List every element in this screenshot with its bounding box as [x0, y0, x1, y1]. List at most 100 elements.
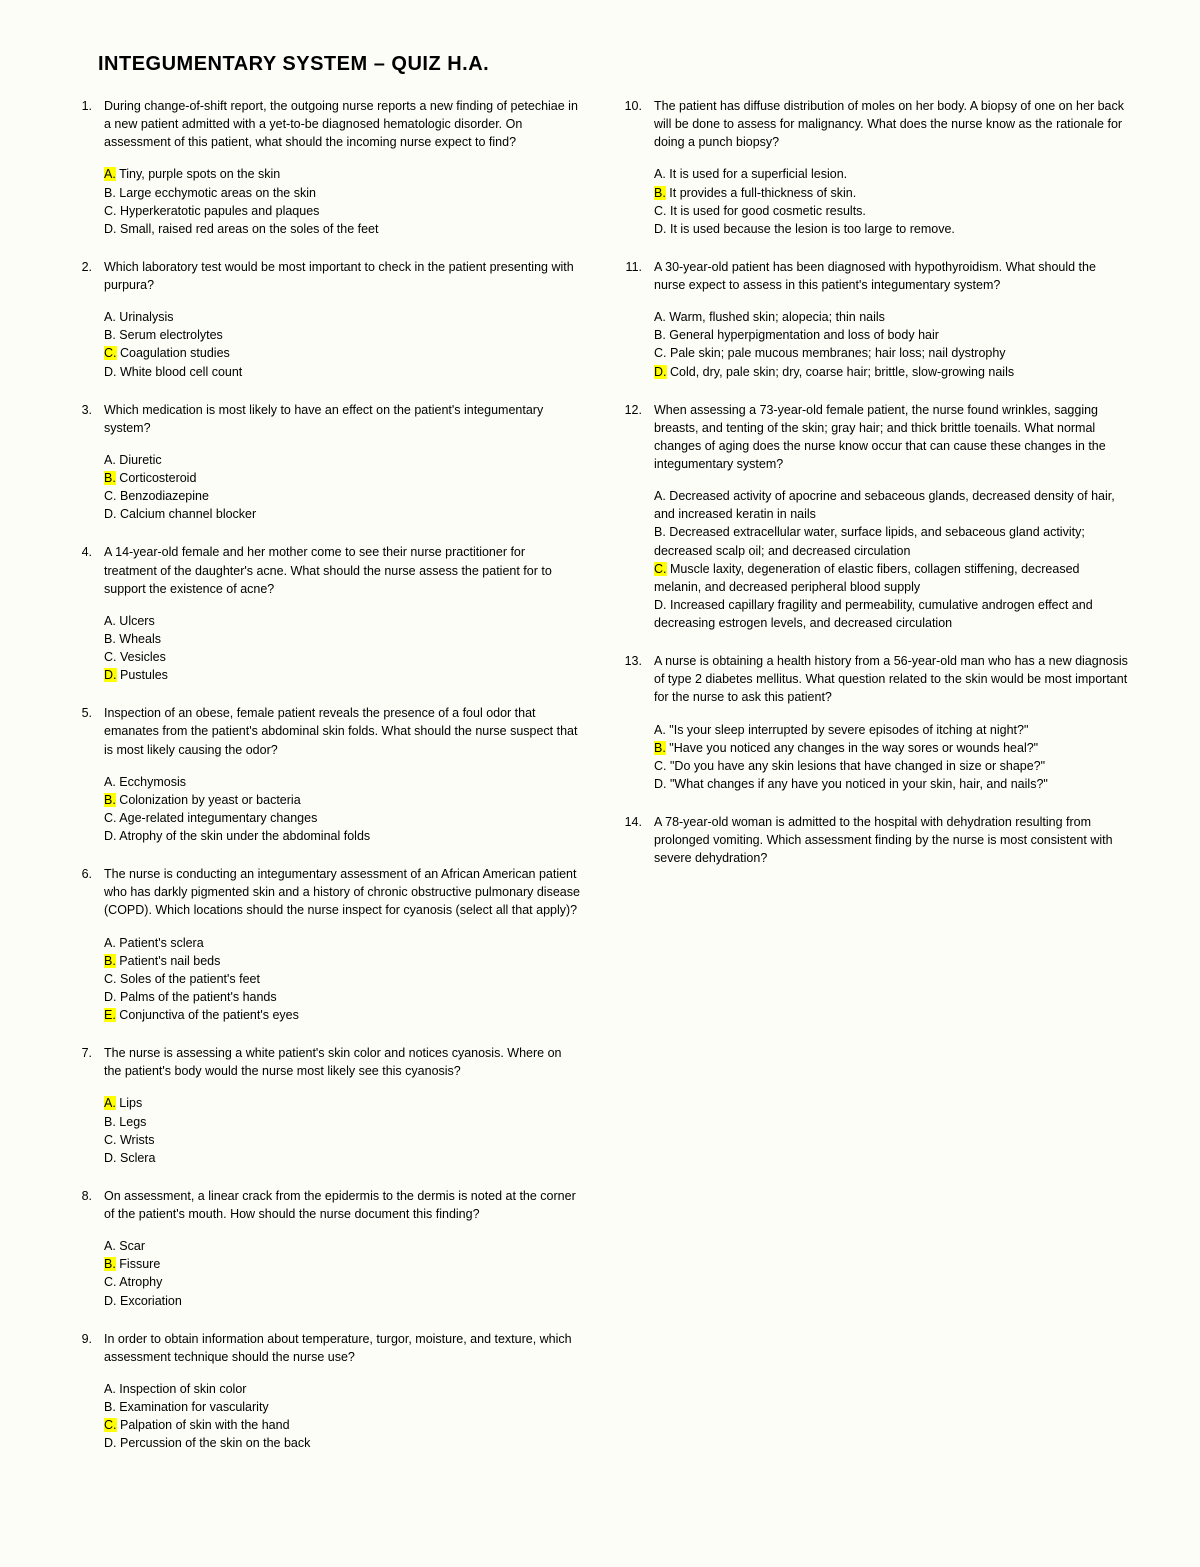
- option-text: Sclera: [120, 1151, 155, 1165]
- option-text: Legs: [119, 1115, 146, 1129]
- option: A. Scar: [104, 1237, 580, 1255]
- option: D. Sclera: [104, 1149, 580, 1167]
- option-text: It is used because the lesion is too lar…: [670, 222, 955, 236]
- question-body: During change-of-shift report, the outgo…: [104, 97, 580, 238]
- option-letter: A.: [104, 1239, 116, 1253]
- question-number: 9.: [70, 1330, 92, 1453]
- option-letter: D.: [104, 1151, 117, 1165]
- question-text: Which laboratory test would be most impo…: [104, 258, 580, 294]
- question-number: 1.: [70, 97, 92, 238]
- option-text: Serum electrolytes: [119, 328, 223, 342]
- question-body: The patient has diffuse distribution of …: [654, 97, 1130, 238]
- option: C. Pale skin; pale mucous membranes; hai…: [654, 344, 1130, 362]
- option-letter: D.: [104, 507, 117, 521]
- question: 13.A nurse is obtaining a health history…: [620, 652, 1130, 793]
- option-letter: C.: [104, 489, 117, 503]
- option-letter: C.: [654, 759, 667, 773]
- question-text: A nurse is obtaining a health history fr…: [654, 652, 1130, 706]
- option-text: Excoriation: [120, 1294, 182, 1308]
- question-body: Inspection of an obese, female patient r…: [104, 704, 580, 845]
- question-text: In order to obtain information about tem…: [104, 1330, 580, 1366]
- option-text: "Do you have any skin lesions that have …: [670, 759, 1045, 773]
- question-text: The nurse is assessing a white patient's…: [104, 1044, 580, 1080]
- option: A. It is used for a superficial lesion.: [654, 165, 1130, 183]
- option-text: Vesicles: [120, 650, 166, 664]
- option: C. Palpation of skin with the hand: [104, 1416, 580, 1434]
- option: A. Inspection of skin color: [104, 1380, 580, 1398]
- option-letter: A.: [104, 310, 116, 324]
- option-letter: C.: [104, 650, 117, 664]
- option-letter: A.: [104, 1382, 116, 1396]
- option-letter: B.: [104, 471, 116, 485]
- option-text: Percussion of the skin on the back: [120, 1436, 310, 1450]
- option: A. Warm, flushed skin; alopecia; thin na…: [654, 308, 1130, 326]
- question-number: 2.: [70, 258, 92, 381]
- option-letter: B.: [104, 954, 116, 968]
- option: D. Small, raised red areas on the soles …: [104, 220, 580, 238]
- question: 6.The nurse is conducting an integumenta…: [70, 865, 580, 1024]
- question-number: 7.: [70, 1044, 92, 1167]
- option-letter: C.: [104, 1275, 117, 1289]
- option-text: Urinalysis: [119, 310, 173, 324]
- option-text: Ecchymosis: [119, 775, 186, 789]
- option-text: Atrophy of the skin under the abdominal …: [119, 829, 370, 843]
- option-text: Calcium channel blocker: [120, 507, 256, 521]
- option-text: Wheals: [119, 632, 161, 646]
- question: 12. When assessing a 73-year-old female p…: [620, 401, 1130, 633]
- option-text: Muscle laxity, degeneration of elastic f…: [654, 562, 1079, 594]
- option: B. Patient's nail beds: [104, 952, 580, 970]
- question-text: A 30-year-old patient has been diagnosed…: [654, 258, 1130, 294]
- question-columns: 1.During change-of-shift report, the out…: [70, 97, 1130, 1517]
- option-text: Decreased extracellular water, surface l…: [654, 525, 1085, 557]
- option: D. Percussion of the skin on the back: [104, 1434, 580, 1452]
- option-letter: A.: [654, 310, 666, 324]
- option: C. Hyperkeratotic papules and plaques: [104, 202, 580, 220]
- question-number: 14.: [620, 813, 642, 881]
- option: A. "Is your sleep interrupted by severe …: [654, 721, 1130, 739]
- option-text: Benzodiazepine: [120, 489, 209, 503]
- question-number: 12.: [620, 401, 642, 633]
- option: C. Muscle laxity, degeneration of elasti…: [654, 560, 1130, 596]
- option-text: White blood cell count: [120, 365, 242, 379]
- question-text: When assessing a 73-year-old female pati…: [654, 401, 1130, 474]
- option-letter: A.: [104, 167, 116, 181]
- option: A. Diuretic: [104, 451, 580, 469]
- option-letter: D.: [104, 990, 117, 1004]
- option: A. Decreased activity of apocrine and se…: [654, 487, 1130, 523]
- option-text: Corticosteroid: [119, 471, 196, 485]
- option: A. Urinalysis: [104, 308, 580, 326]
- question: 5.Inspection of an obese, female patient…: [70, 704, 580, 845]
- option: B. Legs: [104, 1113, 580, 1131]
- question: 8.On assessment, a linear crack from the…: [70, 1187, 580, 1310]
- option: B. Colonization by yeast or bacteria: [104, 791, 580, 809]
- question-body: When assessing a 73-year-old female pati…: [654, 401, 1130, 633]
- question-body: A 30-year-old patient has been diagnosed…: [654, 258, 1130, 381]
- option-letter: B.: [104, 1257, 116, 1271]
- option: B. Corticosteroid: [104, 469, 580, 487]
- option-text: Age-related integumentary changes: [119, 811, 317, 825]
- option: C. Coagulation studies: [104, 344, 580, 362]
- question-text: A 78-year-old woman is admitted to the h…: [654, 813, 1130, 867]
- option: D. Cold, dry, pale skin; dry, coarse hai…: [654, 363, 1130, 381]
- option-letter: B.: [104, 793, 116, 807]
- question-body: Which medication is most likely to have …: [104, 401, 580, 524]
- option-letter: D.: [104, 222, 117, 236]
- option: B. Wheals: [104, 630, 580, 648]
- question-number: 6.: [70, 865, 92, 1024]
- option-letter: A.: [104, 614, 116, 628]
- option: D. It is used because the lesion is too …: [654, 220, 1130, 238]
- question: 4.A 14-year-old female and her mother co…: [70, 543, 580, 684]
- question: 14. A 78-year-old woman is admitted to th…: [620, 813, 1130, 881]
- option-letter: C.: [654, 562, 667, 576]
- option-letter: C.: [654, 346, 667, 360]
- option-text: Warm, flushed skin; alopecia; thin nails: [669, 310, 885, 324]
- option: A. Patient's sclera: [104, 934, 580, 952]
- question-text: Inspection of an obese, female patient r…: [104, 704, 580, 758]
- option-text: Patient's nail beds: [119, 954, 220, 968]
- option: A. Tiny, purple spots on the skin: [104, 165, 580, 183]
- option-text: Increased capillary fragility and permea…: [654, 598, 1093, 630]
- option-text: Diuretic: [119, 453, 161, 467]
- option: A. Ecchymosis: [104, 773, 580, 791]
- question-body: On assessment, a linear crack from the e…: [104, 1187, 580, 1310]
- option-letter: D.: [654, 777, 667, 791]
